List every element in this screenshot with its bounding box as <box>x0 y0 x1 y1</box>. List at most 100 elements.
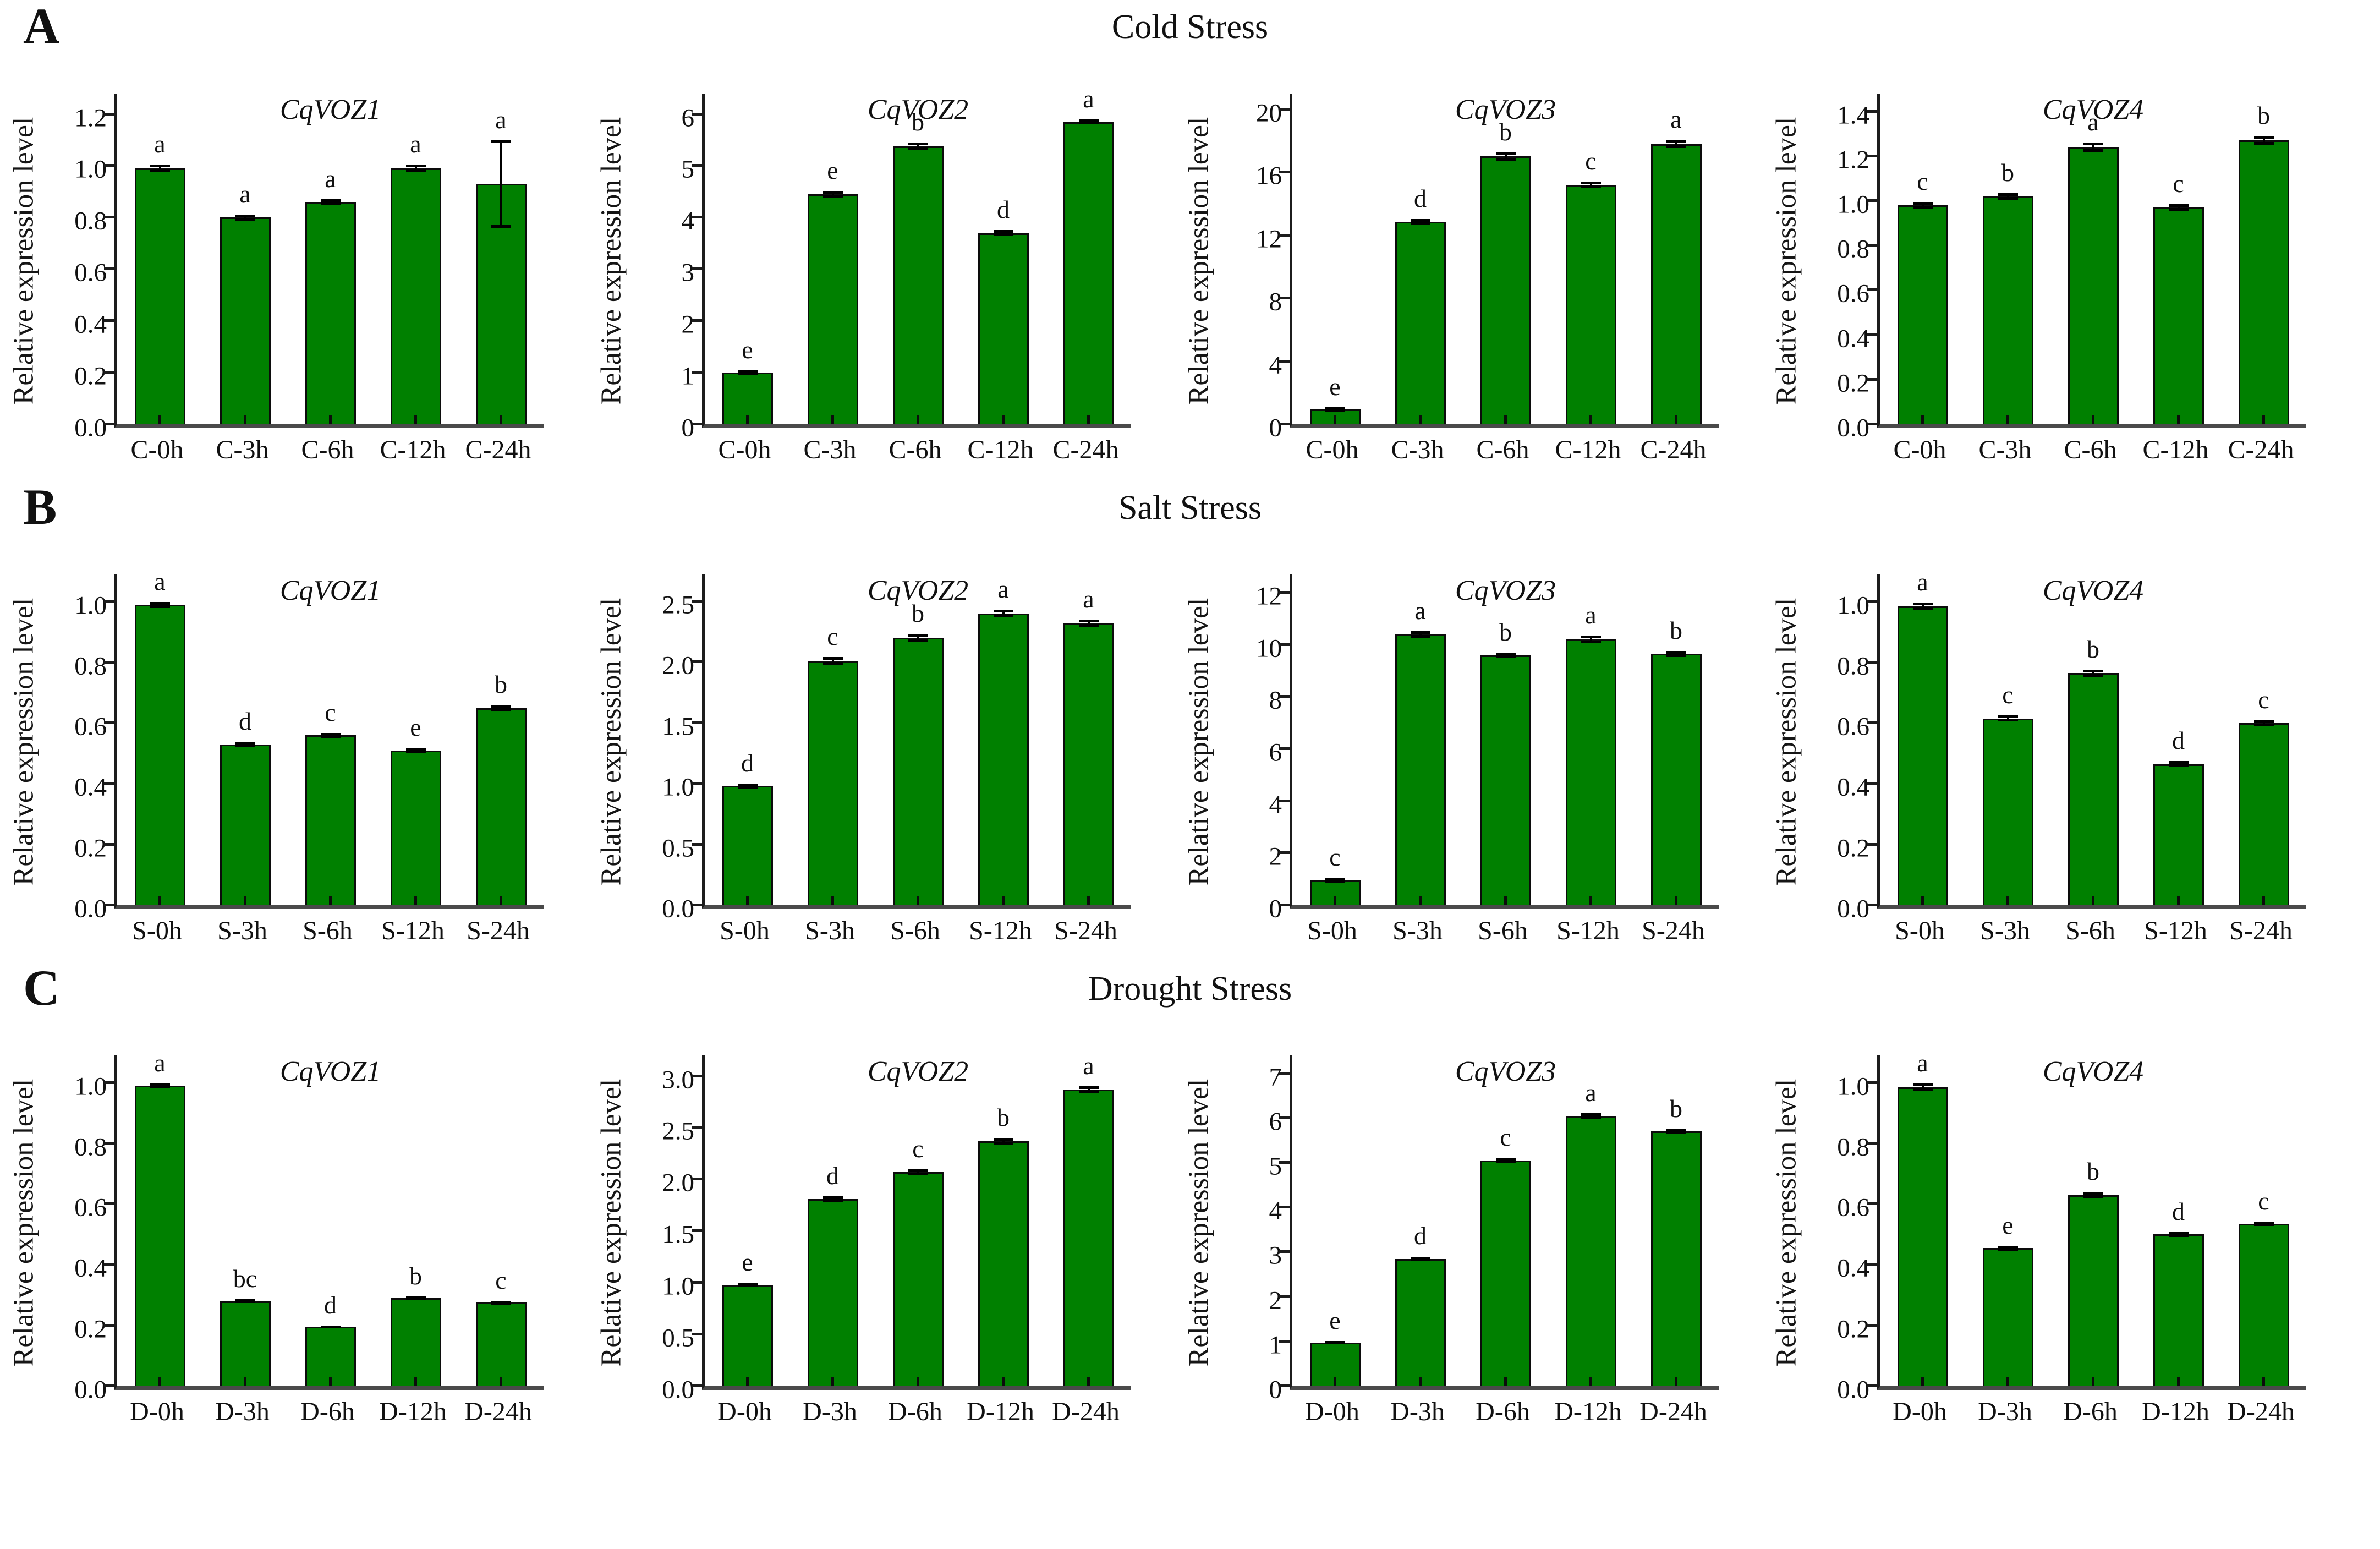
y-axis-tick <box>1867 1202 1877 1206</box>
error-bar-cap-bottom <box>320 735 341 738</box>
x-tick-label: S-3h <box>1980 916 2030 945</box>
error-bar <box>150 601 170 608</box>
y-axis-tick <box>104 904 114 906</box>
x-tick-label: S-3h <box>805 916 855 945</box>
x-tick-label: S-3h <box>217 916 267 945</box>
y-tick-label: 6 <box>681 103 695 133</box>
error-bar <box>908 1169 928 1175</box>
x-tick-label: C-0h <box>718 435 771 464</box>
error-bar <box>822 657 843 665</box>
x-tick-label: D-0h <box>717 1397 772 1426</box>
charts-row: Relative expression level 0.0 0.2 0.4 0.6 0.8… <box>0 546 2380 962</box>
error-bar <box>405 1296 426 1300</box>
error-bar-cap-top <box>2253 136 2274 139</box>
y-tick-label: 4 <box>1269 790 1282 819</box>
y-tick-label: 0.2 <box>1837 834 1869 863</box>
error-bar <box>1581 1113 1601 1119</box>
error-bar-cap-bottom <box>1495 157 1516 161</box>
x-tick-label: D-0h <box>130 1397 184 1426</box>
error-bar-cap-bottom <box>993 614 1013 617</box>
x-axis-tick <box>1504 1377 1507 1386</box>
gene-title: CqVOZ4 <box>2042 1056 2144 1087</box>
x-axis-tick <box>746 896 749 905</box>
y-tick-labels: 0.0 0.2 0.4 0.6 0.8 1.0 1.2 <box>42 94 114 441</box>
error-bar-line <box>2262 720 2265 726</box>
x-axis-tick <box>831 1377 834 1386</box>
error-bar-cap-top <box>1581 636 1601 639</box>
error-bar-cap-bottom <box>1078 122 1099 125</box>
error-bar-cap-bottom <box>1325 1342 1345 1345</box>
x-axis-tick <box>414 415 417 424</box>
y-tick-labels: 0 2 4 6 8 10 12 <box>1217 574 1290 922</box>
x-axis-tick <box>1589 896 1592 905</box>
error-bar-cap-bottom <box>822 1198 843 1202</box>
y-axis-tick <box>104 1081 114 1084</box>
error-bar-cap-bottom <box>491 1301 511 1305</box>
error-bar <box>822 191 843 198</box>
y-axis-tick <box>1867 904 1877 906</box>
error-bar-cap-bottom <box>908 1172 928 1175</box>
y-axis-tick <box>692 267 702 271</box>
error-bar-cap-top <box>491 705 511 708</box>
x-tick-label: D-6h <box>888 1397 942 1426</box>
error-bar <box>1495 1158 1516 1163</box>
error-bar-cap-top <box>235 742 255 745</box>
x-axis-tick <box>2262 1377 2265 1386</box>
x-axis-tick <box>1504 415 1507 424</box>
error-bar-line <box>831 657 834 665</box>
error-bar <box>1078 1086 1099 1093</box>
x-axis-tick <box>244 896 246 905</box>
error-bar-cap-top <box>1912 603 1933 606</box>
error-bar-cap-bottom <box>235 218 255 221</box>
error-bar-line <box>1589 182 1592 188</box>
y-axis-tick <box>692 371 702 374</box>
significance-letter: a <box>1917 568 1928 596</box>
x-axis-tick <box>1589 415 1592 424</box>
y-tick-label: 1.0 <box>1837 591 1869 620</box>
y-axis-tick <box>1279 643 1290 646</box>
x-tick-label: C-12h <box>1555 435 1621 464</box>
bar-c-3h <box>807 194 858 424</box>
y-tick-labels: 0.0 0.2 0.4 0.6 0.8 1.0 1.2 1.4 <box>1805 94 1877 441</box>
plot-area-cqvoz3-c: CqVOZ3 e d c a b <box>1279 1055 1719 1390</box>
y-tick-label: 0.4 <box>1837 773 1869 802</box>
y-axis-tick <box>1279 799 1290 802</box>
significance-letter: a <box>495 105 507 134</box>
error-bar <box>908 143 928 150</box>
error-bar <box>491 705 511 711</box>
y-tick-label: 0.8 <box>1837 652 1869 681</box>
error-bar-line <box>1921 1083 1924 1091</box>
error-bar-line <box>244 214 246 221</box>
x-tick-labels: S-0h S-3h S-6h S-12h S-24h <box>1290 909 1719 962</box>
chart-cqvoz1-a: Relative expression level 0.0 0.2 0.4 0.6 0.8… <box>6 94 593 481</box>
error-bar-line <box>1419 218 1422 225</box>
y-tick-label: 10 <box>1256 634 1282 663</box>
y-tick-label: 0.6 <box>1837 279 1869 308</box>
y-axis-tick <box>1279 851 1290 855</box>
error-bar-cap-bottom <box>150 169 170 173</box>
error-bar <box>491 140 511 228</box>
error-bar-cap-bottom <box>993 233 1013 237</box>
error-bar-line <box>2092 669 2094 677</box>
significance-letter: d <box>826 1162 839 1190</box>
y-axis-tick <box>104 112 114 116</box>
y-tick-label: 0.6 <box>74 1193 107 1222</box>
error-bar-line <box>158 165 161 173</box>
error-bar <box>993 229 1013 237</box>
y-axis-tick <box>1279 233 1290 237</box>
error-bar-cap-top <box>1410 631 1430 634</box>
plot-area-cqvoz4-b: CqVOZ4 a c b d c <box>1867 570 2306 909</box>
error-bar-cap-top <box>2083 143 2103 146</box>
significance-letter: b <box>2087 634 2099 663</box>
y-tick-label: 0.0 <box>74 1375 107 1404</box>
plot-area-cqvoz1-b: CqVOZ1 a d c e b <box>104 568 544 909</box>
y-axis-tick <box>692 423 702 425</box>
y-tick-label: 2 <box>1269 1286 1282 1315</box>
bar-c-6h <box>2068 147 2119 424</box>
significance-letter: e <box>742 336 753 364</box>
y-tick-label: 0.2 <box>74 834 107 863</box>
y-axis-tick <box>104 842 114 846</box>
y-tick-label: 0.0 <box>662 1375 694 1404</box>
error-bar <box>993 1138 1013 1145</box>
bar-s-0h <box>134 605 185 905</box>
